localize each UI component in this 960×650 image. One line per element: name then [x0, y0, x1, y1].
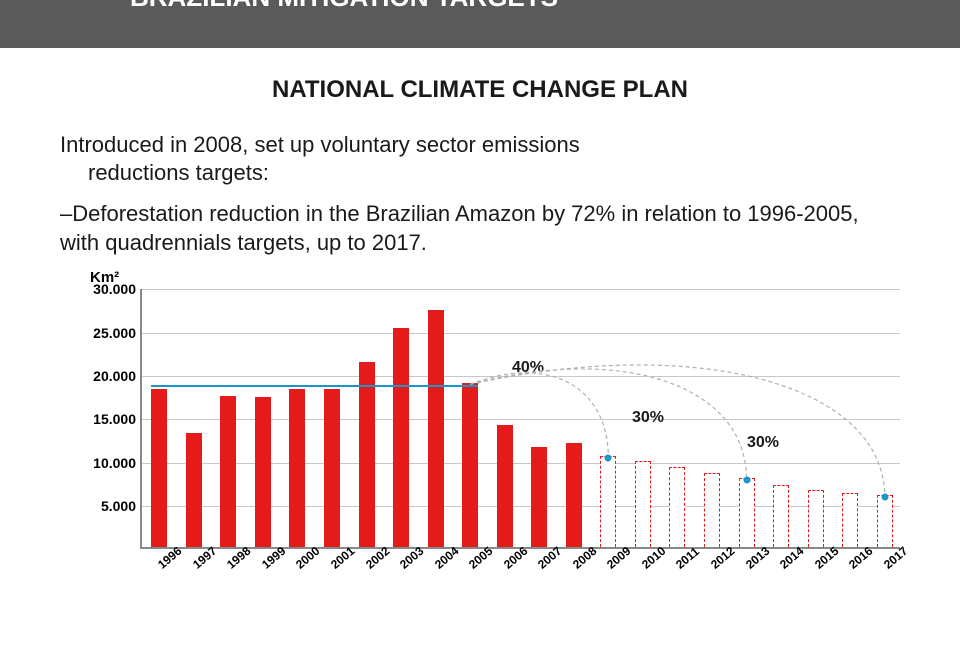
content-area: NATIONAL CLIMATE CHANGE PLAN Introduced … — [0, 48, 960, 599]
y-tick-label: 20.000 — [80, 368, 136, 384]
annotation-curve — [142, 289, 902, 549]
y-tick-label: 15.000 — [80, 411, 136, 427]
y-tick-label: 10.000 — [80, 455, 136, 471]
y-tick-label: 5.000 — [80, 498, 136, 514]
page-title: BRAZILIAN MITIGATION TARGETS — [130, 0, 558, 13]
plot-area: 40%30%30%1996199719981999200020012002200… — [140, 289, 900, 549]
deforestation-chart: Km² 40%30%30%199619971998199920002001200… — [80, 269, 920, 599]
subtitle: NATIONAL CLIMATE CHANGE PLAN — [60, 76, 900, 104]
y-tick-label: 25.000 — [80, 325, 136, 341]
target-dot — [881, 494, 888, 501]
intro-line-2: reductions targets: — [60, 160, 900, 186]
y-tick-label: 30.000 — [80, 281, 136, 297]
reduction-label: 30% — [747, 434, 779, 452]
bullet-deforestation: –Deforestation reduction in the Brazilia… — [60, 200, 900, 257]
header-bar: BRAZILIAN MITIGATION TARGETS — [0, 0, 960, 48]
intro-line-1: Introduced in 2008, set up voluntary sec… — [60, 132, 900, 158]
